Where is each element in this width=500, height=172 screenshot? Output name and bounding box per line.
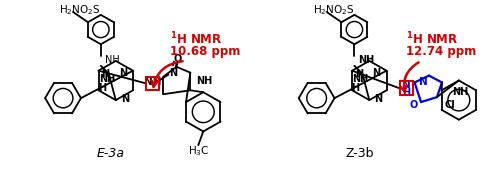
Bar	[146, 77, 159, 90]
Text: NH: NH	[452, 87, 468, 97]
Text: N: N	[372, 68, 380, 78]
Text: NH: NH	[352, 74, 368, 84]
Text: N: N	[102, 69, 110, 79]
Text: Cl: Cl	[444, 100, 456, 110]
Text: Z-3b: Z-3b	[345, 147, 374, 160]
Text: NH: NH	[144, 77, 162, 87]
Text: 12.74 ppm: 12.74 ppm	[406, 45, 476, 58]
Text: NH: NH	[99, 74, 115, 84]
Text: $^{\mathbf{1}}$H NMR: $^{\mathbf{1}}$H NMR	[170, 31, 223, 48]
Text: NH: NH	[196, 77, 212, 87]
Text: N: N	[374, 94, 382, 104]
Text: E-3a: E-3a	[97, 147, 125, 160]
Text: N: N	[120, 94, 129, 104]
Text: N: N	[119, 68, 127, 78]
Text: NH: NH	[105, 55, 120, 65]
Text: O: O	[410, 100, 418, 110]
Text: NH: NH	[358, 55, 374, 65]
Bar	[400, 82, 412, 95]
Text: O: O	[174, 54, 182, 64]
Text: H: H	[402, 88, 410, 98]
Text: N: N	[402, 80, 410, 90]
Text: H: H	[98, 83, 106, 93]
Text: 10.68 ppm: 10.68 ppm	[170, 45, 241, 58]
Text: $\mathsf{H_3C}$: $\mathsf{H_3C}$	[188, 144, 209, 158]
Text: $\mathsf{H_2NO_2S}$: $\mathsf{H_2NO_2S}$	[312, 3, 354, 17]
Text: H: H	[352, 83, 360, 93]
Text: $^{\mathbf{1}}$H NMR: $^{\mathbf{1}}$H NMR	[406, 31, 458, 48]
Text: $\mathsf{H_2NO_2S}$: $\mathsf{H_2NO_2S}$	[59, 3, 101, 17]
Text: N: N	[418, 77, 428, 87]
Text: N: N	[170, 68, 177, 78]
Text: N: N	[355, 69, 363, 79]
